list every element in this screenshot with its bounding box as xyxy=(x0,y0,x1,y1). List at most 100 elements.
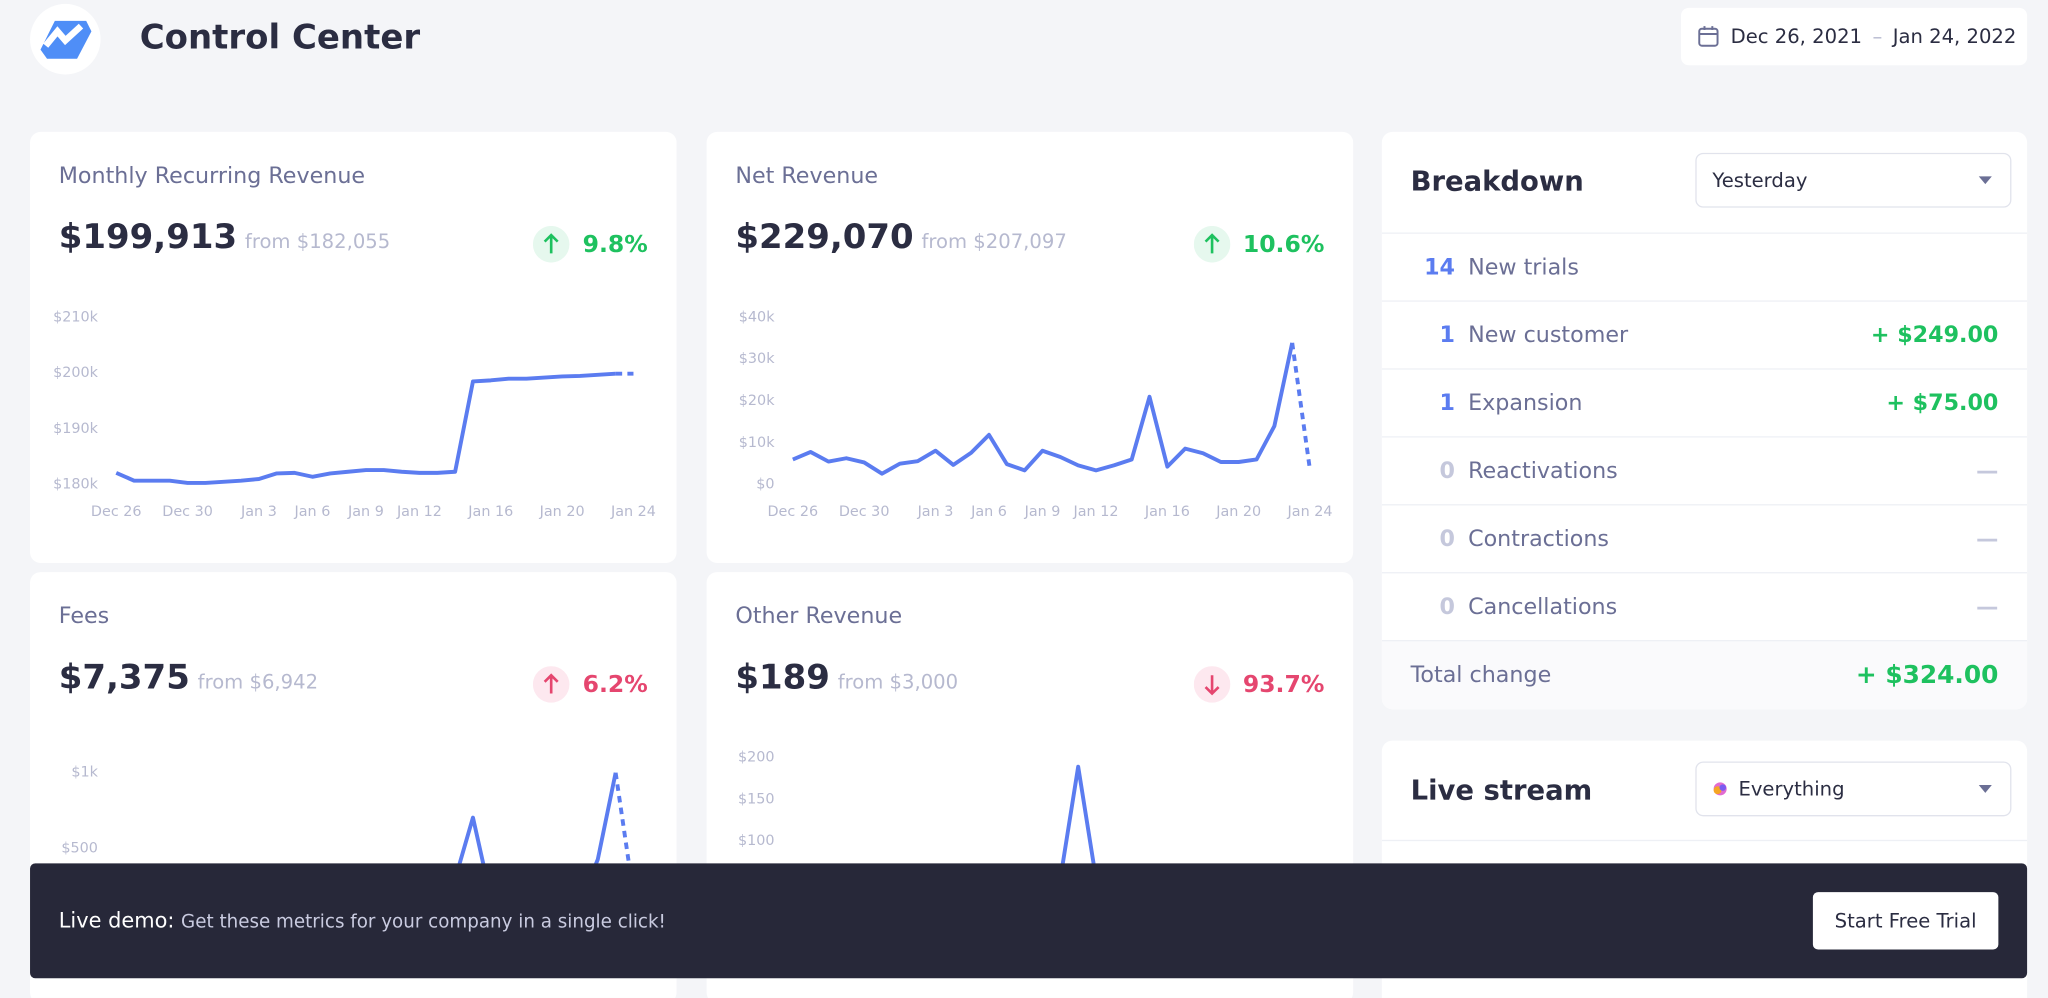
period-select[interactable]: Yesterday xyxy=(1695,152,2012,208)
change-value: 9.8% xyxy=(582,230,648,258)
trend-icon xyxy=(1193,666,1230,703)
metric-change: 6.2% xyxy=(532,666,648,703)
row-count: 0 xyxy=(1439,594,1456,621)
breakdown-title: Breakdown xyxy=(1410,165,1584,198)
trend-arrow xyxy=(543,673,559,694)
date-range[interactable]: Dec 26, 2021 – Jan 24, 2022 xyxy=(1680,7,2028,66)
y-tick-label: $210k xyxy=(53,309,99,325)
row-amount: — xyxy=(1976,458,1999,485)
row-amount: — xyxy=(1976,526,1999,553)
filter-value: Everything xyxy=(1738,777,1845,801)
banner-lead: Live demo: xyxy=(58,907,175,933)
x-tick-label: Jan 16 xyxy=(467,504,513,520)
metric-from: from $3,000 xyxy=(837,670,959,694)
x-tick-label: Dec 30 xyxy=(839,504,890,520)
stream-filter[interactable]: Everything xyxy=(1695,761,2012,817)
total-row: Total change + $324.00 xyxy=(1381,639,2028,710)
y-tick-label: $20k xyxy=(739,393,775,409)
breakdown-row: 1 New customer + $249.00 xyxy=(1381,300,2028,369)
row-count: 0 xyxy=(1439,458,1456,485)
metric-value: $229,070 from $207,097 xyxy=(735,218,1067,258)
filter-icon xyxy=(1713,782,1727,796)
x-tick-label: Jan 6 xyxy=(970,504,1007,520)
row-label: Cancellations xyxy=(1468,594,1618,621)
y-tick-label: $10k xyxy=(739,435,775,451)
logo xyxy=(30,3,101,75)
x-tick-label: Jan 6 xyxy=(294,504,331,520)
y-tick-label: $1k xyxy=(71,765,98,781)
x-tick-label: Dec 26 xyxy=(91,504,142,520)
x-tick-label: Dec 30 xyxy=(162,504,213,520)
x-tick-label: Dec 26 xyxy=(768,504,819,520)
x-tick-label: Jan 20 xyxy=(539,504,585,520)
breakdown-row: 1 Expansion + $75.00 xyxy=(1381,368,2028,437)
row-count: 1 xyxy=(1439,390,1456,417)
row-label: Reactivations xyxy=(1468,458,1618,485)
total-label: Total change xyxy=(1410,662,1552,689)
card-title: Other Revenue xyxy=(735,603,903,630)
row-count: 0 xyxy=(1439,526,1456,553)
row-label: Expansion xyxy=(1468,390,1583,417)
x-tick-label: Jan 24 xyxy=(610,504,656,520)
chart: $0 $10k $20k $30k $40k Dec 26 Dec 30 Jan 3 Jan 6… xyxy=(739,309,1333,520)
card-title: Net Revenue xyxy=(735,163,879,190)
date-end: Jan 24, 2022 xyxy=(1892,24,2017,49)
breakdown-row: 0 Contractions — xyxy=(1381,504,2028,573)
live-stream-title: Live stream xyxy=(1410,774,1593,806)
page-title: Control Center xyxy=(139,18,421,58)
trend-arrow xyxy=(543,233,559,254)
metric-change: 93.7% xyxy=(1193,666,1324,703)
trend-icon xyxy=(532,666,570,703)
metric-value: $7,375 from $6,942 xyxy=(58,658,319,698)
y-tick-label: $200 xyxy=(738,750,775,766)
y-tick-label: $200k xyxy=(53,365,99,381)
period-value: Yesterday xyxy=(1712,168,1808,192)
line xyxy=(115,371,616,485)
breakdown-row: 0 Reactivations — xyxy=(1381,436,2028,505)
metric-card: Monthly Recurring Revenue $199,913 from $1… xyxy=(30,131,677,563)
metric-card: Net Revenue $229,070 from $207,097 10.6% $0 $… xyxy=(706,131,1354,563)
change-value: 93.7% xyxy=(1242,670,1325,699)
x-tick-label: Jan 3 xyxy=(917,504,954,520)
line-partial xyxy=(613,772,636,895)
trend-arrow xyxy=(1204,675,1219,696)
x-tick-label: Jan 9 xyxy=(347,504,384,520)
x-tick-label: Jan 9 xyxy=(1024,504,1061,520)
y-tick-label: $30k xyxy=(739,351,775,367)
demo-banner: Live demo: Get these metrics for your co… xyxy=(30,863,2028,979)
x-tick-label: Jan 20 xyxy=(1215,504,1261,520)
y-tick-label: $190k xyxy=(53,421,99,437)
x-tick-label: Jan 24 xyxy=(1287,504,1333,520)
date-start: Dec 26, 2021 xyxy=(1730,24,1862,49)
total-value: + $324.00 xyxy=(1855,660,1999,690)
y-tick-label: $150 xyxy=(738,791,775,807)
line xyxy=(792,342,1295,476)
banner-text: Live demo: Get these metrics for your co… xyxy=(59,908,666,933)
row-amount: + $75.00 xyxy=(1886,390,1999,417)
row-amount: + $249.00 xyxy=(1870,322,1999,349)
row-label: New trials xyxy=(1468,254,1579,281)
y-tick-label: $40k xyxy=(739,309,775,325)
x-tick-label: Jan 12 xyxy=(396,504,442,520)
calendar-icon xyxy=(1698,26,1719,47)
y-tick-label: $0 xyxy=(756,477,774,493)
trend-icon xyxy=(1193,225,1230,263)
metric-value: $189 from $3,000 xyxy=(735,658,959,698)
chart: $180k $190k $200k $210k Dec 26 Dec 30 Jan 3 Jan… xyxy=(53,309,656,520)
trend-arrow xyxy=(1204,233,1219,254)
y-tick-label: $500 xyxy=(61,841,98,857)
metric-from: from $6,942 xyxy=(197,670,319,694)
start-trial-button[interactable]: Start Free Trial xyxy=(1812,892,1999,950)
metric-from: from $182,055 xyxy=(244,229,391,254)
row-label: New customer xyxy=(1468,322,1629,349)
breakdown-row: 0 Cancellations — xyxy=(1381,572,2028,641)
x-tick-label: Jan 12 xyxy=(1073,504,1119,520)
row-count: 1 xyxy=(1439,322,1456,349)
metric-from: from $207,097 xyxy=(921,229,1067,254)
trend-icon xyxy=(532,225,570,263)
change-value: 10.6% xyxy=(1242,230,1325,258)
y-tick-label: $100 xyxy=(738,833,775,849)
row-amount: — xyxy=(1976,594,1999,621)
divider xyxy=(1381,839,2028,842)
